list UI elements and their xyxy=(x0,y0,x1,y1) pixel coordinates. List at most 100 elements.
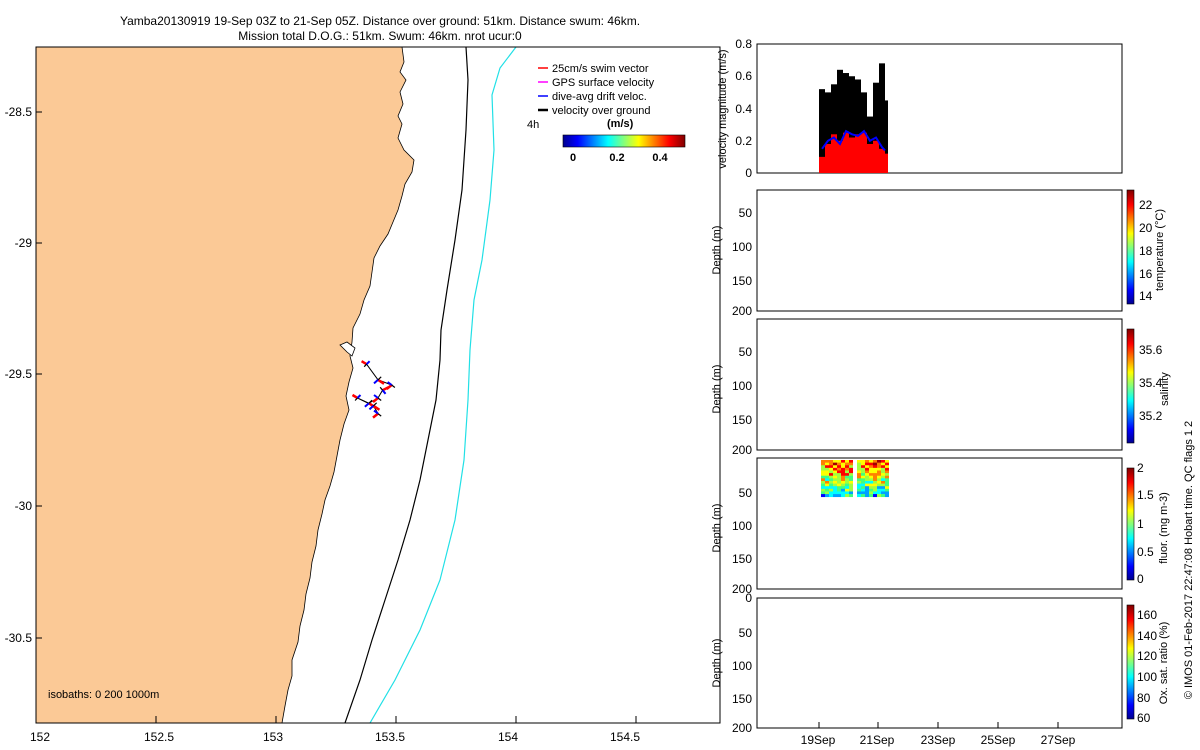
fluor-cell xyxy=(873,465,877,469)
fluor-cell xyxy=(873,494,877,498)
cbar-tick: 35.2 xyxy=(1139,409,1163,423)
fluor-cell xyxy=(857,488,861,492)
swim-vector xyxy=(372,404,381,411)
salinity-frame xyxy=(756,318,1123,451)
vel-ytick: 0.6 xyxy=(735,69,752,83)
fluor-cell xyxy=(833,480,837,484)
time-tick-label: 21Sep xyxy=(860,733,895,747)
fluor-cell xyxy=(885,488,889,492)
map-ytick-label: -28.5 xyxy=(5,105,33,119)
swim-bar xyxy=(837,140,843,173)
fluor-cell xyxy=(869,491,873,495)
vog-bar xyxy=(837,69,843,173)
legend-label: 25cm/s swim vector xyxy=(552,63,649,75)
fluor-cell xyxy=(825,478,829,482)
temperature-panel: 50 100 150 200 Depth (m) 14 16 18 20 22 … xyxy=(711,189,1166,318)
fluor-cell xyxy=(821,462,825,466)
fluor-cell xyxy=(849,465,853,469)
depth-ytick: 50 xyxy=(739,345,753,359)
swim-bar xyxy=(861,132,867,173)
fluor-cell xyxy=(833,470,837,474)
fluor-cell xyxy=(861,480,865,484)
fluor-cell xyxy=(841,478,845,482)
fluor-cell xyxy=(865,483,869,487)
fluor-cell xyxy=(873,480,877,484)
fluor-cell xyxy=(837,486,841,490)
fluor-cell xyxy=(885,475,889,479)
fluor-cell xyxy=(837,465,841,469)
drift-line xyxy=(821,129,886,152)
fluor-cell xyxy=(833,475,837,479)
fluor-cell xyxy=(881,478,885,482)
fluor-cell xyxy=(841,488,845,492)
fluor-cell xyxy=(873,470,877,474)
fluor-cell xyxy=(825,486,829,490)
fluor-cell xyxy=(821,473,825,477)
time-axis: 19Sep 21Sep 23Sep 25Sep 27Sep xyxy=(801,722,1076,747)
cbar-tick: 60 xyxy=(1137,711,1151,725)
depth-ytick: 100 xyxy=(732,659,752,673)
fluor-cell xyxy=(877,480,881,484)
fluor-cell xyxy=(845,488,849,492)
cbar-tick: 22 xyxy=(1139,198,1153,212)
salinity-panel: 50 100 150 200 Depth (m) 35.2 35.4 35.6 … xyxy=(711,318,1171,457)
fluor-cell xyxy=(821,465,825,469)
title-line-1: Yamba20130919 19-Sep 03Z to 21-Sep 05Z. … xyxy=(119,14,641,28)
fluor-cell xyxy=(869,488,873,492)
cbar-tick: 1 xyxy=(1137,517,1144,531)
fluor-cell xyxy=(885,465,889,469)
fluor-cell xyxy=(885,467,889,471)
fluor-cell xyxy=(845,494,849,498)
cbar-label: Ox. sat. ratio (%) xyxy=(1158,622,1170,705)
fluor-cell xyxy=(845,483,849,487)
cbar-label: fluor. (mg m-3) xyxy=(1158,492,1170,564)
map-panel: 152 152.5 153 153.5 154 154.5 -28.5 -29 … xyxy=(5,46,721,744)
fluor-cell xyxy=(845,478,849,482)
fluor-cell xyxy=(869,483,873,487)
time-tick-label: 27Sep xyxy=(1041,733,1076,747)
fluor-cell xyxy=(873,475,877,479)
depth-ytick: 50 xyxy=(739,626,753,640)
vog-vector xyxy=(377,376,382,381)
fluor-cell xyxy=(825,491,829,495)
fluor-cell xyxy=(869,467,873,471)
depth-ytick: 150 xyxy=(732,413,752,427)
drift-vector xyxy=(381,389,387,395)
legend-label: GPS surface velocity xyxy=(552,77,655,89)
fluor-cell xyxy=(821,488,825,492)
fluor-cell xyxy=(857,491,861,495)
fluor-cell xyxy=(829,491,833,495)
fluor-cell xyxy=(833,494,837,498)
vel-ytick: 0.8 xyxy=(735,37,752,51)
cbar-tick: 0 xyxy=(1137,572,1144,586)
vog-bar xyxy=(873,82,879,173)
fluor-cell xyxy=(837,478,841,482)
depth-ylabel: Depth (m) xyxy=(711,639,723,688)
fluor-cell xyxy=(885,483,889,487)
cbar-tick: 1.5 xyxy=(1137,488,1154,502)
fluor-cell xyxy=(885,473,889,477)
fluor-cell xyxy=(837,470,841,474)
swim-bar xyxy=(855,134,861,173)
cbar-tick: 80 xyxy=(1137,691,1151,705)
fluor-cell xyxy=(825,475,829,479)
isobath-200m xyxy=(344,47,469,723)
fluor-cell xyxy=(865,475,869,479)
fluor-cell xyxy=(873,460,877,463)
fluor-cell xyxy=(849,470,853,474)
fluor-cell xyxy=(877,475,881,479)
fluor-cell xyxy=(861,465,865,469)
swim-bar xyxy=(819,156,825,173)
fluor-cell xyxy=(865,488,869,492)
fluor-cell xyxy=(841,486,845,490)
fluor-cell xyxy=(865,473,869,477)
fluor-cell xyxy=(881,491,885,495)
cbar-label: salinity xyxy=(1159,372,1171,406)
fluor-cell xyxy=(861,491,865,495)
fluor-cell xyxy=(845,480,849,484)
fluor-cell xyxy=(821,460,825,463)
fluor-cell xyxy=(841,494,845,498)
fluor-cell xyxy=(845,473,849,477)
fluor-cell xyxy=(857,467,861,471)
